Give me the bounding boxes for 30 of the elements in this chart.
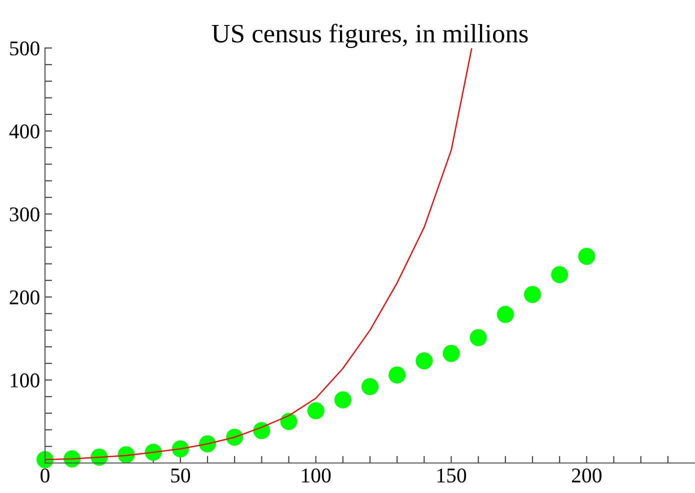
x-tick-label: 50 bbox=[171, 468, 190, 483]
point bbox=[172, 440, 189, 458]
point bbox=[307, 402, 324, 420]
point bbox=[578, 248, 596, 265]
y-tick-label: 400 bbox=[9, 124, 40, 138]
point bbox=[388, 366, 406, 384]
chart-title: US census figures, in millions bbox=[212, 24, 528, 48]
point bbox=[280, 412, 298, 430]
x-tick-label: 150 bbox=[437, 468, 466, 483]
point bbox=[253, 422, 270, 440]
point bbox=[334, 391, 352, 408]
point bbox=[118, 446, 135, 464]
point bbox=[361, 378, 379, 396]
point bbox=[496, 306, 514, 323]
point bbox=[442, 344, 460, 362]
x-tick-label: 100 bbox=[302, 468, 331, 483]
point bbox=[551, 266, 568, 284]
y-tick-label: 100 bbox=[10, 373, 40, 388]
y-tick-label: 500 bbox=[10, 41, 40, 56]
point bbox=[524, 286, 542, 304]
point bbox=[416, 352, 433, 370]
point bbox=[226, 428, 244, 446]
point bbox=[470, 329, 487, 346]
y-tick-label: 300 bbox=[10, 207, 40, 222]
point bbox=[144, 444, 162, 461]
point bbox=[36, 451, 54, 468]
x-tick-label: 0 bbox=[40, 468, 50, 483]
y-tick-label: 200 bbox=[10, 290, 40, 304]
x-tick-label: 200 bbox=[572, 468, 602, 483]
point bbox=[198, 435, 216, 452]
